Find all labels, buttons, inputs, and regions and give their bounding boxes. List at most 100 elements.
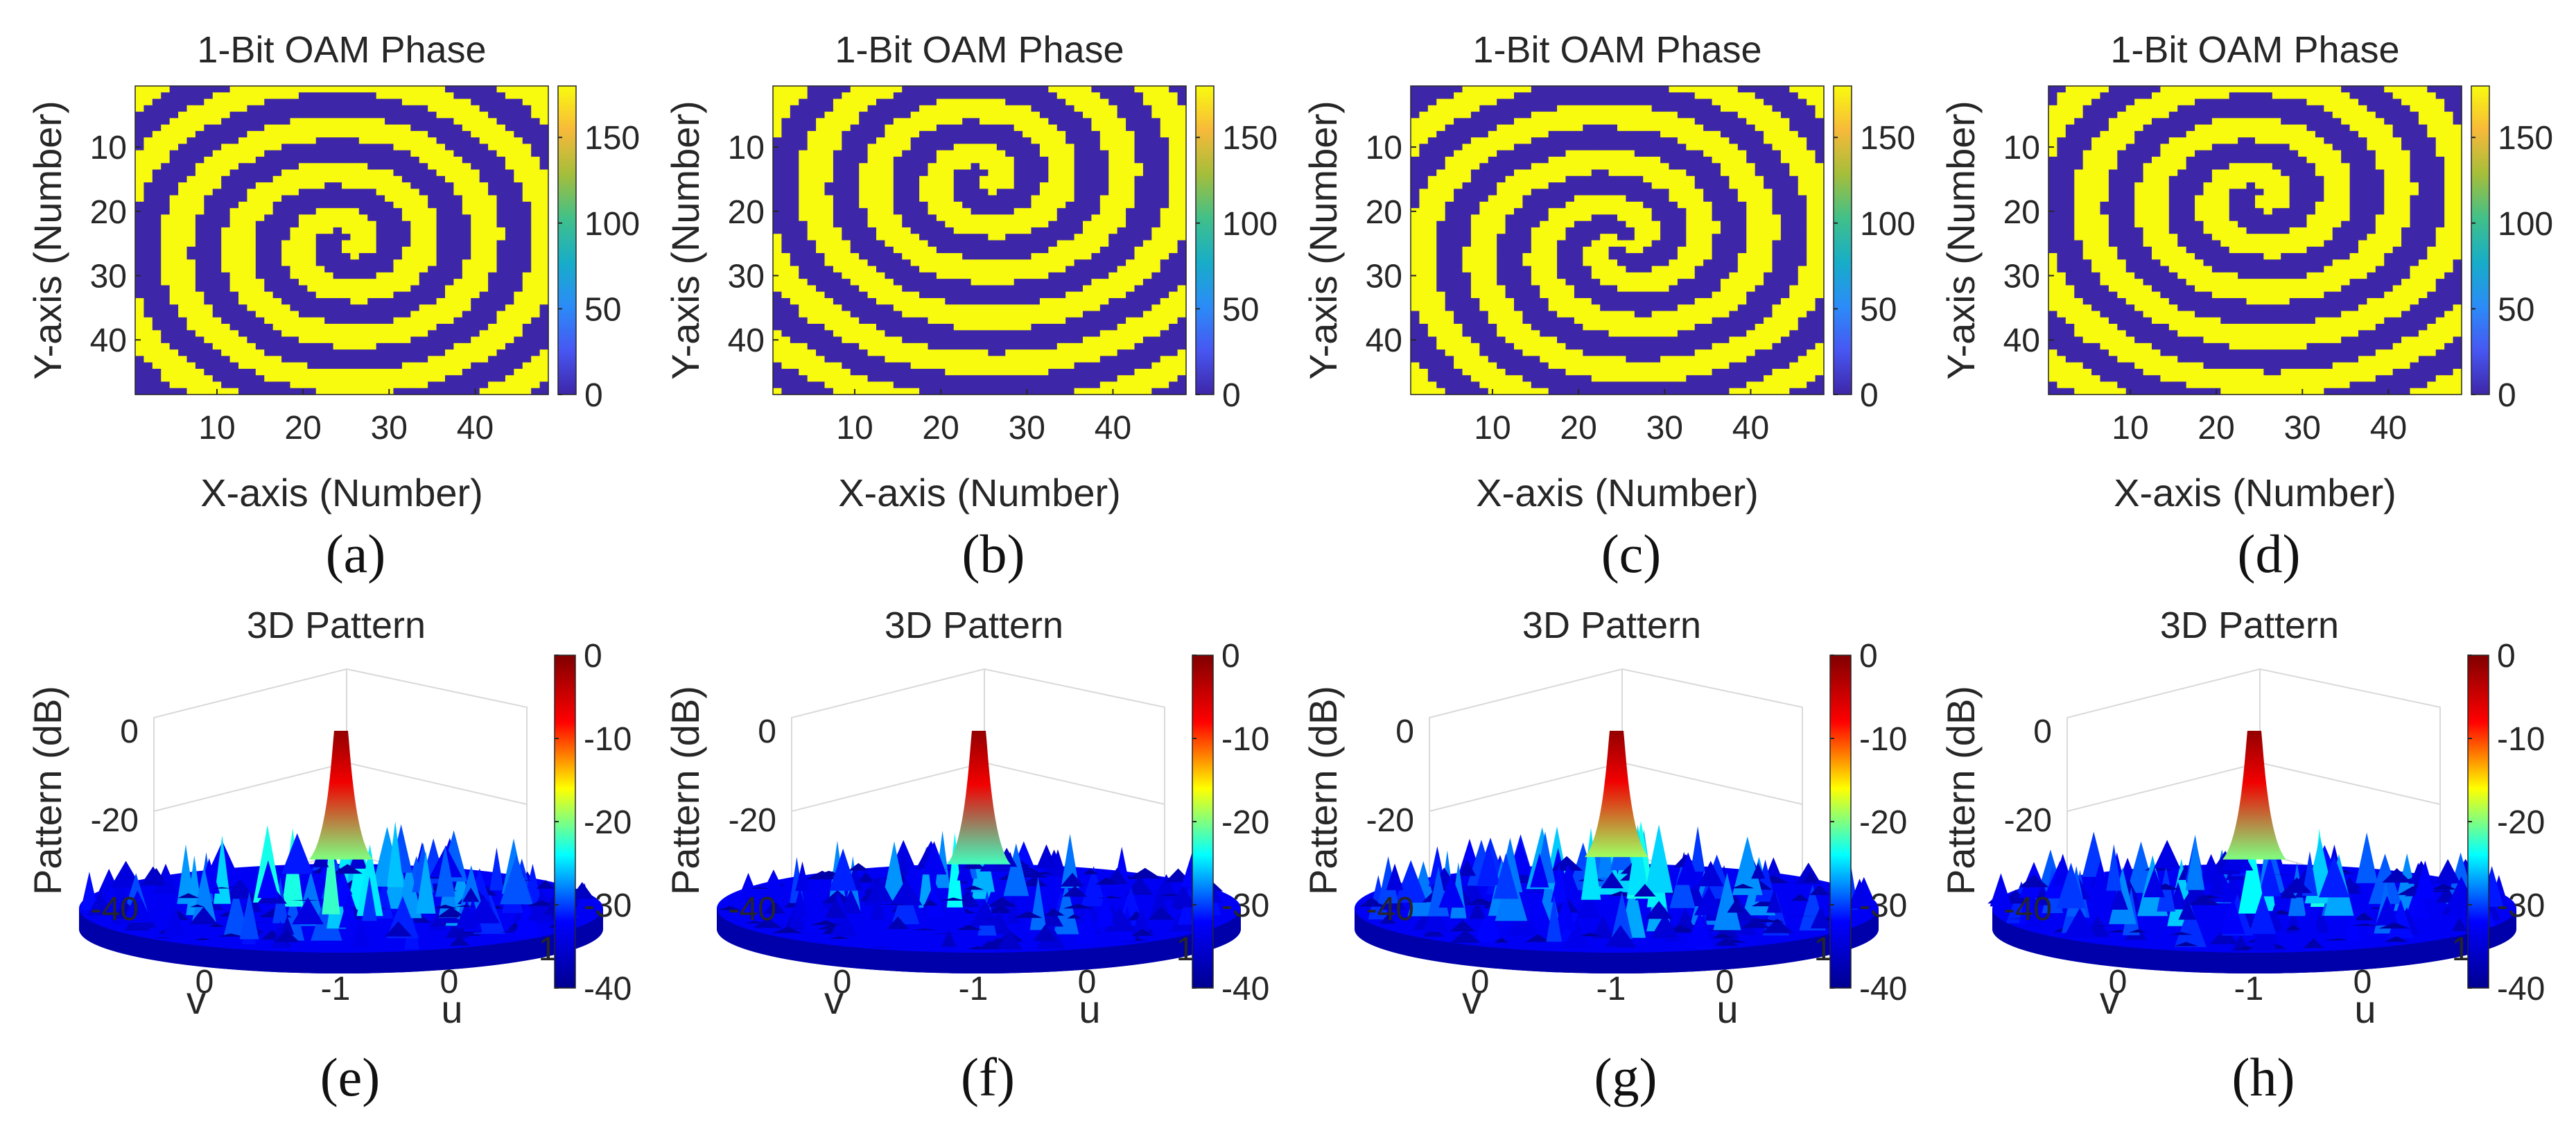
- phase-cell: [212, 220, 222, 228]
- phase-cell: [135, 388, 145, 395]
- phase-cell: [980, 266, 989, 273]
- phase-cell: [445, 105, 455, 112]
- phase-cell: [1013, 105, 1023, 112]
- phase-cell: [919, 259, 929, 267]
- phase-cell: [910, 259, 920, 267]
- phase-cell: [350, 279, 360, 286]
- phase-cell: [824, 246, 834, 254]
- phase-cell: [229, 362, 239, 370]
- phase-cell: [152, 324, 162, 331]
- phase-cell: [1134, 92, 1144, 100]
- phase-cell: [195, 220, 204, 228]
- phase-cell: [1142, 201, 1152, 209]
- phase-cell: [186, 266, 196, 273]
- phase-cell: [1142, 227, 1152, 234]
- phase-cell: [1091, 169, 1101, 177]
- phase-cell: [790, 388, 799, 395]
- phase-cell: [1056, 240, 1066, 248]
- phase-cell: [410, 304, 420, 312]
- phase-cell: [212, 182, 222, 189]
- phase-cell: [1126, 163, 1135, 171]
- phase-cell: [290, 150, 299, 157]
- phase-cell: [1108, 311, 1118, 318]
- phase-cell: [980, 375, 989, 383]
- phase-cell: [1142, 349, 1152, 356]
- phase-cell: [161, 98, 171, 106]
- phase-cell: [204, 169, 214, 177]
- phase-cell: [178, 381, 188, 389]
- phase-cell: [1677, 86, 1687, 93]
- phase-cell: [204, 375, 214, 383]
- phase-cell: [1600, 124, 1610, 132]
- phase-cell: [488, 124, 498, 132]
- phase-cell: [807, 98, 817, 106]
- phase-cell: [358, 388, 368, 395]
- phase-cell: [1108, 297, 1118, 305]
- phase-cell: [945, 137, 955, 145]
- phase-cell: [1436, 105, 1446, 112]
- phase-cell: [1074, 317, 1084, 324]
- phase-cell: [462, 297, 471, 305]
- phase-cell: [1134, 272, 1144, 279]
- phase-cell: [1694, 86, 1704, 93]
- phase-cell: [876, 112, 886, 119]
- phase-cell: [1134, 259, 1144, 267]
- phase-cell: [781, 195, 791, 202]
- phase-cell: [419, 304, 428, 312]
- phase-cell: [824, 324, 834, 331]
- phase-cell: [531, 105, 541, 112]
- phase-cell: [290, 356, 299, 363]
- phase-cell: [186, 163, 196, 171]
- phase-cell: [350, 144, 360, 151]
- phase-cell: [953, 163, 963, 171]
- phase-cell: [1591, 92, 1601, 100]
- phase-cell: [790, 208, 799, 216]
- phase-cell: [1470, 105, 1480, 112]
- phase-cell: [445, 208, 455, 216]
- phase-cell: [1039, 317, 1049, 324]
- phase-cell: [358, 156, 368, 164]
- phase-cell: [1686, 118, 1696, 125]
- phase-cell: [342, 297, 351, 305]
- phase-cell: [290, 234, 299, 241]
- phase-cell: [790, 330, 799, 338]
- phase-cell: [936, 343, 946, 350]
- phase-cell: [247, 356, 256, 363]
- phase-cell: [1108, 266, 1118, 273]
- phase-cell: [143, 118, 153, 125]
- phase-cell: [496, 156, 506, 164]
- phase-cell: [807, 311, 817, 318]
- phase-cell: [1169, 130, 1178, 138]
- phase-cell: [445, 169, 455, 177]
- phase-cell: [1169, 169, 1178, 177]
- phase-cell: [910, 105, 920, 112]
- phase-cell: [514, 381, 523, 389]
- phase-cell: [342, 343, 351, 350]
- phase-cell: [1142, 304, 1152, 312]
- phase-cell: [393, 189, 403, 196]
- phase-cell: [842, 163, 851, 171]
- phase-cell: [833, 336, 842, 344]
- phase-cell: [298, 201, 308, 209]
- phase-cell: [428, 214, 437, 222]
- phase-cell: [488, 175, 498, 183]
- phase-cell: [445, 98, 455, 106]
- phase-cell: [350, 163, 360, 171]
- phase-cell: [462, 169, 471, 177]
- phase-cell: [773, 362, 783, 370]
- phase-cell: [781, 375, 791, 383]
- phase-cell: [479, 227, 489, 234]
- phase-cell: [1177, 130, 1187, 138]
- phase-cell: [1048, 227, 1058, 234]
- phase-cell: [1031, 137, 1041, 145]
- phase-cell: [324, 169, 334, 177]
- phase-cell: [824, 311, 834, 318]
- phase-cell: [936, 356, 946, 363]
- phase-cell: [315, 291, 325, 299]
- phase-cell: [996, 201, 1006, 209]
- phase-cell: [1083, 368, 1093, 376]
- phase-cell: [1617, 105, 1627, 112]
- phase-cell: [1031, 227, 1041, 234]
- phase-cell: [1056, 105, 1066, 112]
- phase-cell: [315, 272, 325, 279]
